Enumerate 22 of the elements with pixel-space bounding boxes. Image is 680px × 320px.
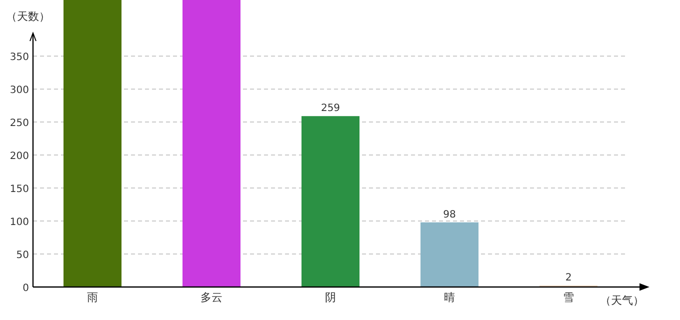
- bar: [420, 222, 478, 287]
- x-tick-label: 雪: [563, 291, 574, 304]
- y-tick-label: 350: [10, 52, 29, 64]
- x-tick-label: 晴: [444, 291, 455, 304]
- bar: [302, 116, 360, 287]
- x-tick-label: 多云: [200, 291, 222, 304]
- y-tick-label: 0: [22, 283, 29, 294]
- y-axis-title: （天数）: [6, 10, 50, 23]
- data-label: 98: [443, 209, 456, 220]
- x-tick-label: 阴: [325, 291, 336, 304]
- y-tick-label: 50: [16, 250, 29, 262]
- y-tick-label: 200: [10, 151, 29, 162]
- bar: [64, 0, 122, 287]
- y-tick-label: 150: [10, 184, 29, 196]
- x-tick-label: 雨: [87, 291, 98, 304]
- bar: [182, 0, 240, 287]
- data-label: 259: [320, 103, 340, 114]
- y-tick-label: 300: [10, 85, 29, 96]
- y-tick-label: 250: [10, 118, 29, 130]
- y-tick-label: 100: [10, 217, 29, 228]
- data-label: 2: [565, 272, 572, 284]
- x-axis-title: （天气）: [600, 294, 644, 307]
